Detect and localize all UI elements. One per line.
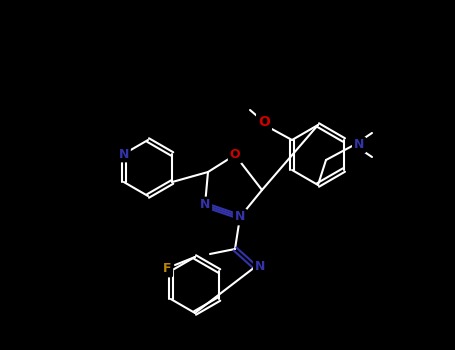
Text: N: N (200, 198, 210, 211)
Text: F: F (163, 262, 171, 275)
Text: N: N (255, 260, 265, 273)
Text: N: N (235, 210, 245, 224)
Text: N: N (119, 147, 129, 161)
Text: O: O (230, 148, 240, 161)
Text: O: O (258, 115, 270, 129)
Text: N: N (354, 139, 364, 152)
